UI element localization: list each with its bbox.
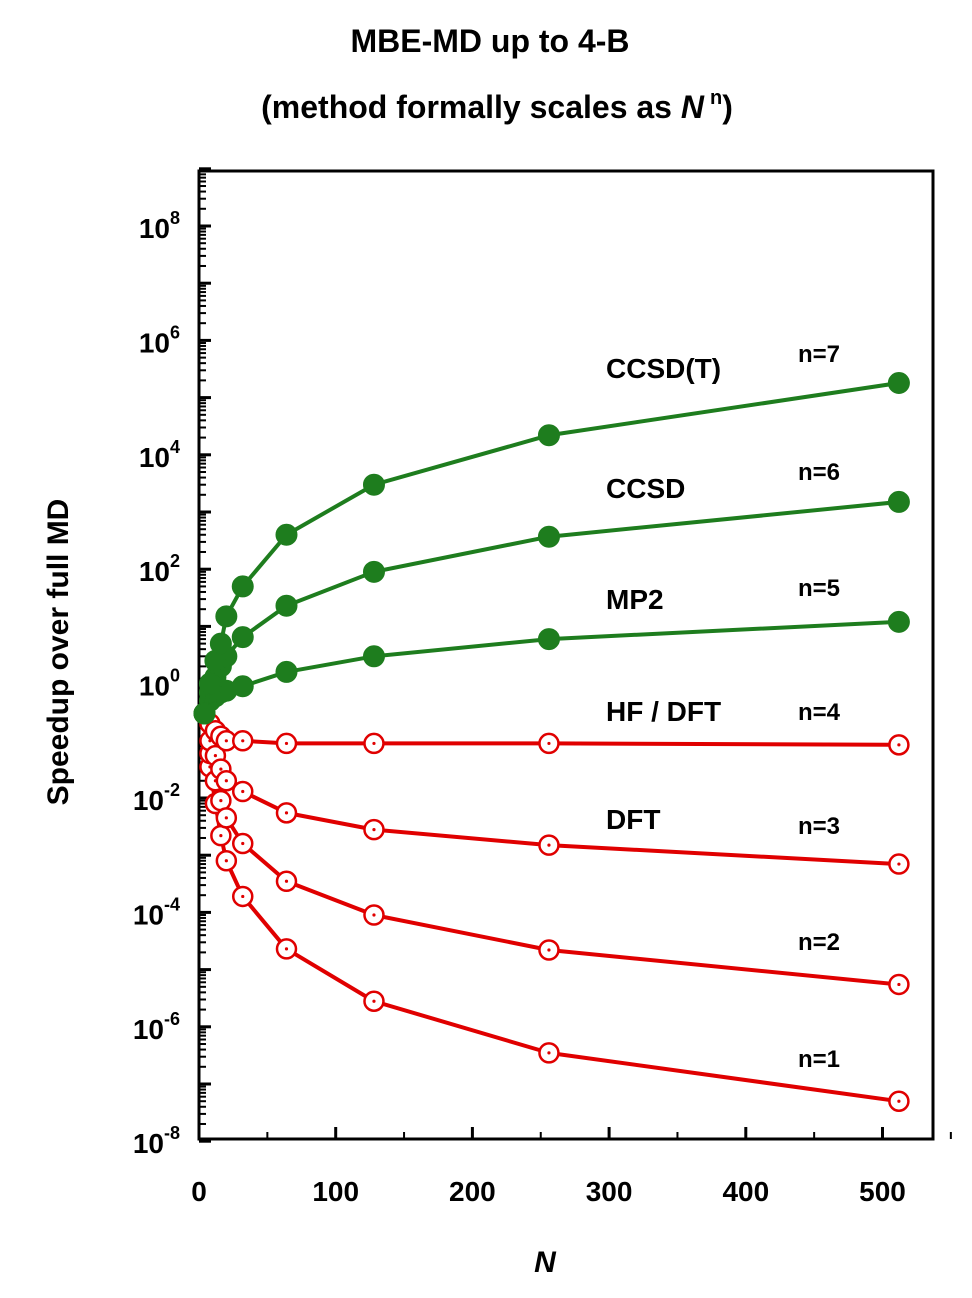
data-point [209,632,232,655]
y-tick-label: 100 [139,666,180,702]
plot-frame [197,169,935,1141]
series-label-n=2: n=2 [798,929,840,956]
subtitle-superscript: n [710,87,722,109]
data-point-center [241,894,245,899]
x-axis-ticks: 0 100 200 300 400 500 [191,1127,952,1207]
x-tick-label: 300 [586,1176,633,1207]
data-point-center [241,739,245,743]
x-axis-label: N [534,1246,557,1279]
series-label-n=1: n=1 [798,1046,840,1073]
series-label-n=5: n=5 [798,575,840,602]
method-label: DFT [606,804,660,835]
data-point-center [372,999,376,1003]
data-point-center [219,799,223,803]
data-point [887,610,910,633]
data-point-center [372,913,376,917]
y-tick-label: 102 [139,551,180,587]
data-point [231,675,254,698]
data-point-center [372,828,376,832]
data-point-center [547,843,551,847]
series-label-n=3: n=3 [798,813,840,840]
data-point-center [897,982,901,987]
method-label: CCSD(T) [606,353,721,384]
data-point [215,605,238,628]
subtitle-suffix: ) [722,89,733,125]
y-axis-label: Speedup over full MD [42,499,75,806]
data-point-center [224,816,228,820]
series-label-n=4: n=4 [798,699,841,726]
y-tick-label: 104 [139,437,180,473]
data-point [198,672,221,695]
data-point [537,424,560,447]
data-point-center [547,948,551,952]
data-point-center [284,879,289,883]
data-point-center [284,947,289,951]
data-point-center [224,859,228,863]
y-tick-label: 10-2 [133,780,180,816]
x-tick-label: 500 [859,1176,906,1207]
data-point-center [224,739,228,743]
data-point-center [284,811,289,815]
data-point [537,628,560,651]
y-axis-ticks: 10-8 10-6 10-4 10-2 100 102 104 106 108 [133,167,211,1159]
method-label: HF / DFT [606,696,721,727]
method-label: CCSD [606,473,685,504]
data-point [362,560,385,583]
data-point [362,645,385,668]
series-label-n=6: n=6 [798,459,840,486]
data-point-center [219,767,223,771]
x-tick-label: 200 [449,1176,496,1207]
x-tick-label: 400 [722,1176,769,1207]
data-point [275,523,298,546]
data-point [275,660,298,683]
method-label: MP2 [606,584,664,615]
data-point [275,594,298,617]
data-point-center [241,789,245,794]
series-label-n=7: n=7 [798,341,840,368]
data-point [193,702,216,725]
data-point [887,490,910,513]
subtitle-prefix: (method formally scales as [261,89,681,125]
data-point-center [219,834,223,838]
x-tick-label: 0 [191,1176,207,1207]
subtitle-variable: N [681,89,705,125]
series-layer [193,371,910,1112]
data-point [887,371,910,394]
series-line-n=7 [202,381,900,714]
y-tick-label: 10-4 [133,894,180,930]
data-point-center [897,743,901,747]
data-point-center [213,754,218,758]
data-point-center [284,741,289,746]
data-point-center [241,841,245,846]
data-point-center [897,1099,901,1103]
data-point-center [897,862,901,866]
chart-title: MBE-MD up to 4-B [350,23,629,59]
data-point-center [547,741,551,746]
y-tick-label: 108 [139,208,180,244]
data-point [537,525,560,548]
labels-layer: n=7 n=6 n=5 n=4 n=3 n=2 n=1 CCSD(T) CCSD MP2 HF / … [606,341,841,1073]
data-point-center [372,741,376,746]
data-point-center [547,1051,551,1055]
data-point [231,575,254,598]
data-point [362,473,385,496]
x-tick-label: 100 [312,1176,359,1207]
y-tick-label: 10-8 [133,1123,180,1159]
y-tick-label: 10-6 [133,1009,180,1045]
data-point-center [224,779,228,783]
data-point [231,626,254,649]
y-tick-label: 106 [139,322,180,358]
